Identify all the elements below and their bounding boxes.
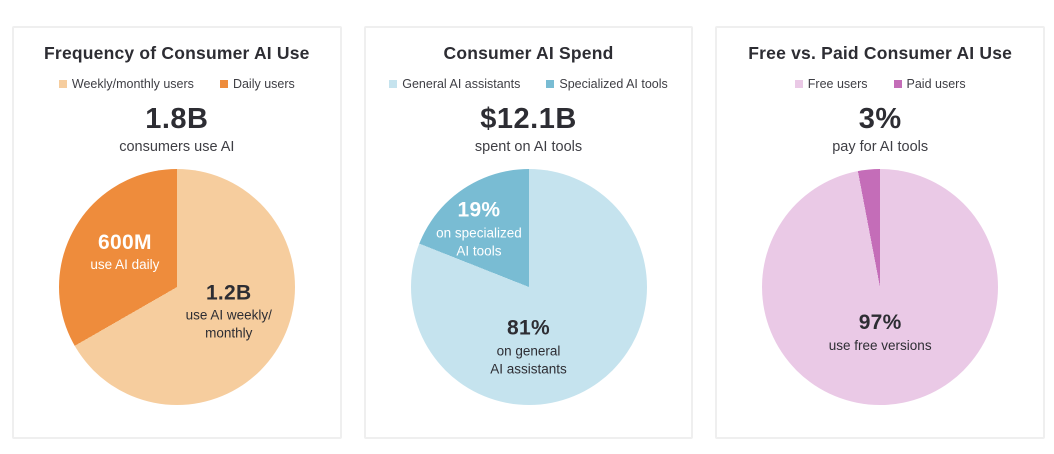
pie-chart-free-vs-paid: 97% use free versions — [762, 169, 999, 405]
pie-chart-spend: 19% on specialized AI tools 81% on gener… — [410, 169, 647, 405]
headline-caption: consumers use AI — [119, 139, 235, 155]
legend-label: Paid users — [906, 77, 966, 91]
headline-caption: pay for AI tools — [832, 139, 929, 155]
legend-label: Daily users — [232, 77, 295, 91]
card-title: Free vs. Paid Consumer AI Use — [748, 43, 1013, 63]
legend-item-daily-users: Daily users — [219, 77, 295, 91]
legend-item-general-ai-assistants: General AI assistants — [389, 77, 520, 91]
pie-slice-label-free-users: 97% use free versions — [828, 311, 932, 353]
headline-stat: 1.8B — [145, 103, 209, 135]
legend-item-free-users: Free users — [794, 77, 868, 91]
legend-label: General AI assistants — [402, 77, 521, 91]
legend-swatch — [219, 80, 228, 88]
card-title: Frequency of Consumer AI Use — [44, 43, 310, 63]
legend-swatch — [893, 80, 902, 88]
legend-swatch — [794, 80, 803, 88]
pie-slice-label-specialized-ai-tools: 19% on specialized AI tools — [436, 198, 522, 258]
headline-stat: 3% — [858, 103, 902, 135]
pie-slice-label-general-ai-assistants: 81% on general AI assistants — [490, 316, 567, 376]
legend-item-weekly-monthly-users: Weekly/monthly users — [58, 77, 194, 91]
legend-label: Weekly/monthly users — [71, 77, 194, 91]
legend-label: Specialized AI tools — [559, 77, 668, 91]
pie-chart-frequency: 600M use AI daily 1.2B use AI weekly/ mo… — [58, 169, 295, 405]
card-free-vs-paid-consumer-ai-use: Free vs. Paid Consumer AI Use Free users… — [715, 26, 1046, 439]
pie-slice-label-daily-users: 600M use AI daily — [90, 230, 160, 273]
card-consumer-ai-spend: Consumer AI Spend General AI assistants … — [363, 26, 694, 439]
legend-label: Free users — [807, 77, 868, 91]
card-frequency-of-consumer-ai-use: Frequency of Consumer AI Use Weekly/mont… — [12, 26, 342, 439]
legend: General AI assistants Specialized AI too… — [374, 77, 684, 91]
legend-swatch — [58, 80, 67, 88]
card-title: Consumer AI Spend — [443, 43, 614, 63]
legend: Free users Paid users — [725, 77, 1035, 91]
pie-slice-label-weekly-monthly-users: 1.2B use AI weekly/ monthly — [185, 280, 272, 341]
legend-swatch — [546, 80, 555, 88]
legend-item-specialized-ai-tools: Specialized AI tools — [546, 77, 668, 91]
headline-caption: spent on AI tools — [474, 139, 583, 155]
legend-item-paid-users: Paid users — [893, 77, 966, 91]
legend: Weekly/monthly users Daily users — [22, 77, 332, 91]
headline-stat: $12.1B — [480, 103, 577, 135]
legend-swatch — [389, 80, 398, 88]
